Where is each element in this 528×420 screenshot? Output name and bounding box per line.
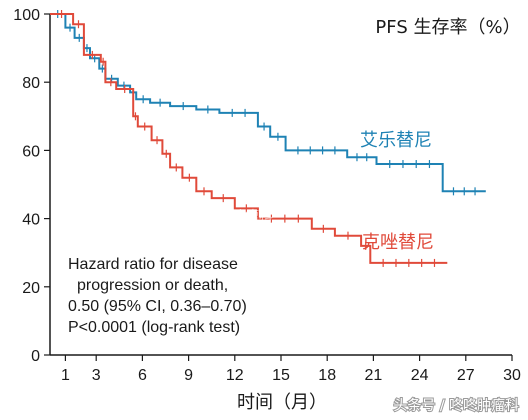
series-label-alectinib: 艾乐替尼: [360, 130, 432, 151]
series-label-crizotinib: 克唑替尼: [362, 232, 434, 253]
hazard-ratio-annotation: Hazard ratio for disease progression or …: [68, 256, 247, 336]
x-tick-label: 9: [184, 367, 193, 384]
center-watermark: 咚咚肿瘤科: [140, 194, 273, 234]
axes: 0 20 40 60 80 100 1 3 6 9 12 15 18 21 24 27 30: [13, 7, 521, 384]
x-tick-label: 21: [365, 367, 383, 384]
chart-title: PFS 生存率（%）: [375, 17, 520, 38]
x-tick-label: 24: [411, 367, 429, 384]
svg-text:咚咚肿瘤科: 咚咚肿瘤科: [203, 208, 273, 225]
x-tick-label: 1: [61, 367, 70, 384]
x-tick-label: 12: [226, 367, 244, 384]
series-line-0: [50, 13, 486, 193]
footer-watermark: 头条号 / 咚咚肿瘤科: [393, 397, 519, 414]
x-tick-label: 3: [92, 367, 101, 384]
x-tick-label: 18: [318, 367, 336, 384]
y-tick-label: 40: [22, 212, 40, 229]
y-tick-label: 100: [13, 7, 40, 24]
watermark-logo-icon: [140, 194, 180, 234]
annotation-line-3: 0.50 (95% CI, 0.36–0.70): [68, 298, 247, 315]
annotation-line-1: Hazard ratio for disease: [68, 256, 238, 273]
x-axis-title: 时间（月）: [237, 392, 327, 413]
annotation-line-4: P<0.0001 (log-rank test): [68, 319, 240, 336]
y-tick-label: 20: [22, 280, 40, 297]
x-tick-label: 15: [272, 367, 290, 384]
annotation-line-2: progression or death,: [77, 277, 228, 294]
y-tick-label: 80: [22, 75, 40, 92]
x-tick-label: 27: [457, 367, 475, 384]
y-tick-label: 60: [22, 143, 40, 160]
series-layer: [50, 10, 486, 267]
x-tick-label: 30: [503, 367, 521, 384]
x-tick-label: 6: [138, 367, 147, 384]
y-tick-label: 0: [31, 348, 40, 365]
